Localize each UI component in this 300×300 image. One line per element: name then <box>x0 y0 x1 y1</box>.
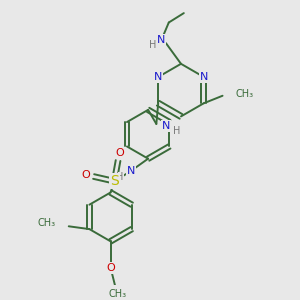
Text: H: H <box>149 40 157 50</box>
Text: N: N <box>200 72 208 82</box>
Text: O: O <box>116 148 124 158</box>
Text: CH₃: CH₃ <box>236 89 254 99</box>
Text: N: N <box>157 35 166 45</box>
Text: H: H <box>173 126 181 136</box>
Text: H: H <box>116 172 124 182</box>
Text: S: S <box>110 174 119 188</box>
Text: CH₃: CH₃ <box>38 218 56 229</box>
Text: O: O <box>82 169 91 180</box>
Text: N: N <box>154 72 162 82</box>
Text: O: O <box>106 262 115 273</box>
Text: N: N <box>127 166 135 176</box>
Text: N: N <box>161 121 170 131</box>
Text: CH₃: CH₃ <box>108 289 126 299</box>
